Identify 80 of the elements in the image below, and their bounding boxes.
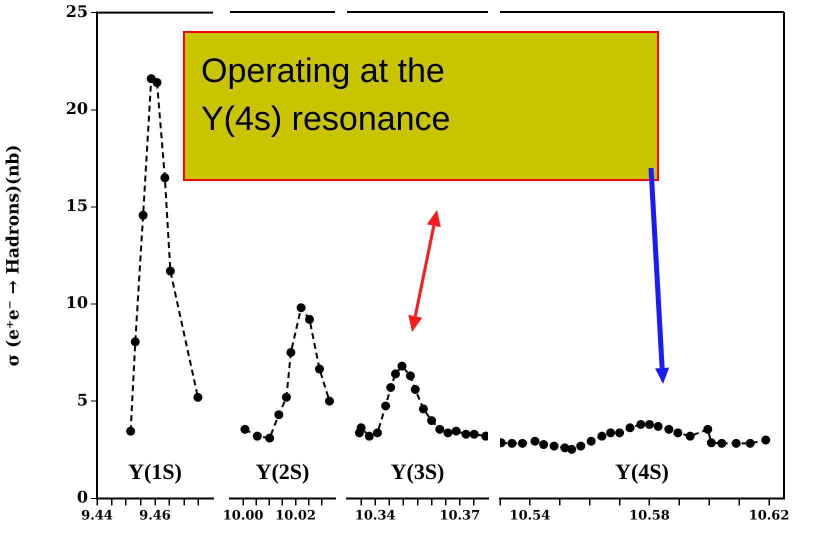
x-tick-label: 10.62 <box>748 508 790 524</box>
point <box>240 424 250 434</box>
point <box>381 401 390 410</box>
point <box>418 404 428 414</box>
point <box>644 420 654 429</box>
point <box>146 74 156 84</box>
point <box>586 436 596 446</box>
point <box>518 438 527 448</box>
point <box>615 428 624 438</box>
point <box>406 371 415 380</box>
y-tick-label: 5 <box>76 390 88 410</box>
point <box>673 428 682 438</box>
x-tick-label: 10.37 <box>439 508 480 524</box>
y-tick-label: 10 <box>66 293 88 312</box>
point <box>530 436 540 446</box>
point <box>435 424 444 434</box>
point <box>717 438 726 448</box>
point <box>550 442 559 451</box>
point <box>286 348 296 357</box>
point <box>606 428 616 438</box>
x-tick-label: 9.44 <box>81 508 113 524</box>
point <box>364 432 374 441</box>
point <box>462 430 471 439</box>
point <box>315 364 324 374</box>
y-tick-label: 15 <box>66 196 88 216</box>
point <box>356 423 366 432</box>
point <box>576 442 586 451</box>
point <box>703 424 712 434</box>
point <box>324 396 334 406</box>
point <box>597 432 606 441</box>
x-tick-label: 10.02 <box>275 508 316 524</box>
point <box>686 432 695 441</box>
point <box>152 78 162 88</box>
point <box>391 369 400 378</box>
point <box>567 444 576 454</box>
point <box>410 384 420 394</box>
point <box>761 436 770 445</box>
point <box>560 443 570 452</box>
point <box>126 426 136 436</box>
point <box>636 420 646 429</box>
annotation: Υ(3S) <box>390 459 444 484</box>
point <box>193 392 202 402</box>
point <box>265 434 274 443</box>
point <box>746 438 755 448</box>
point <box>452 426 461 436</box>
point <box>626 423 635 432</box>
point <box>160 173 170 182</box>
point <box>427 416 436 426</box>
annotation: Operating at the Υ(4s) resonance <box>183 31 659 181</box>
point <box>706 438 716 448</box>
y-tick-label: 0 <box>76 488 88 507</box>
point <box>296 303 306 312</box>
point <box>507 438 516 448</box>
x-tick-label: 9.46 <box>139 508 171 524</box>
point <box>470 430 479 439</box>
y-tick-label: 25 <box>66 2 88 21</box>
x-tick-label: 10.58 <box>629 508 670 524</box>
point <box>130 337 140 346</box>
point <box>282 392 291 402</box>
y-axis-title: σ (e⁺e⁻ → Hadrons)(nb) <box>4 144 24 366</box>
point <box>252 432 262 441</box>
point <box>539 440 548 450</box>
point <box>386 383 396 392</box>
point <box>664 424 674 434</box>
point <box>138 210 148 220</box>
point <box>274 410 284 420</box>
point <box>372 428 382 438</box>
annotation: Υ(4S) <box>615 459 669 484</box>
point <box>305 314 314 324</box>
point <box>397 362 406 371</box>
x-tick-label: 10.34 <box>354 508 396 524</box>
annotation: Υ(2S) <box>256 459 310 484</box>
point <box>443 428 452 438</box>
y-tick-label: 20 <box>66 98 88 118</box>
annotation: Υ(1S) <box>128 459 182 484</box>
x-tick-label: 10.54 <box>510 508 550 524</box>
point <box>654 422 663 431</box>
x-tick-label: 10.00 <box>222 508 264 524</box>
point <box>166 266 175 276</box>
point <box>732 438 741 448</box>
